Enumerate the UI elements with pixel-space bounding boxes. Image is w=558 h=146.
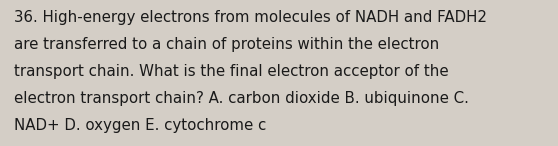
Text: NAD+ D. oxygen E. cytochrome c: NAD+ D. oxygen E. cytochrome c [14, 118, 266, 133]
Text: electron transport chain? A. carbon dioxide B. ubiquinone C.: electron transport chain? A. carbon diox… [14, 91, 469, 106]
Text: are transferred to a chain of proteins within the electron: are transferred to a chain of proteins w… [14, 37, 439, 52]
Text: transport chain. What is the final electron acceptor of the: transport chain. What is the final elect… [14, 64, 449, 79]
Text: 36. High-energy electrons from molecules of NADH and FADH2: 36. High-energy electrons from molecules… [14, 10, 487, 25]
